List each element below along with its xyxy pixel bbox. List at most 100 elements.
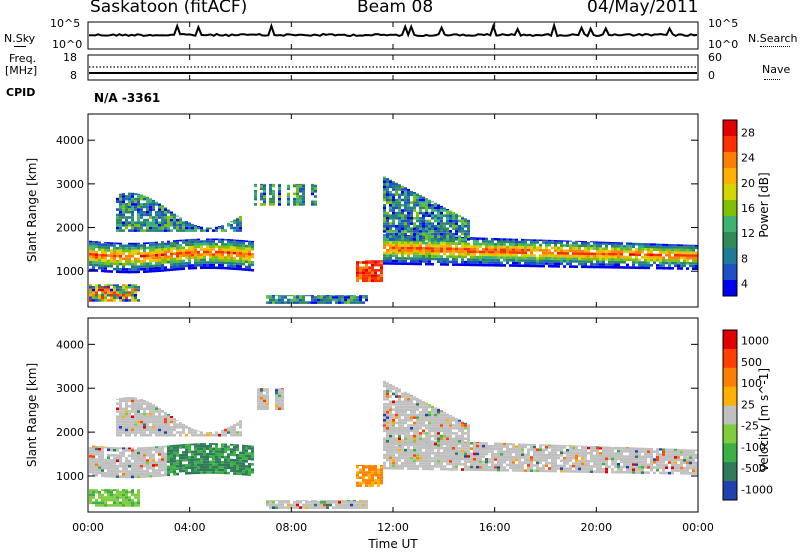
heatmap-cell <box>236 246 239 250</box>
heatmap-cell <box>392 185 395 189</box>
heatmap-cell <box>230 453 233 457</box>
heatmap-cell <box>320 298 323 302</box>
heatmap-cell <box>467 424 470 427</box>
heatmap-cell <box>530 251 533 255</box>
heatmap-cell <box>413 192 416 194</box>
heatmap-cell <box>194 445 197 448</box>
heatmap-cell <box>410 400 413 404</box>
heatmap-cell <box>89 455 92 458</box>
heatmap-cell <box>329 295 332 297</box>
heatmap-cell <box>260 192 263 196</box>
heatmap-cell <box>419 222 422 225</box>
heatmap-cell <box>236 464 239 468</box>
heatmap-cell <box>143 407 146 411</box>
heatmap-cell <box>470 463 473 466</box>
heatmap-cell <box>500 461 503 464</box>
heatmap-cell <box>332 295 335 297</box>
heatmap-cell <box>491 240 494 243</box>
heatmap-cell <box>653 248 656 251</box>
heatmap-cell <box>419 257 422 261</box>
heatmap-cell <box>407 201 410 204</box>
heatmap-cell <box>179 218 182 222</box>
heatmap-cell <box>383 176 386 178</box>
heatmap-cell <box>569 249 572 253</box>
heatmap-cell <box>437 432 440 435</box>
heatmap-cell <box>206 458 209 461</box>
heatmap-cell <box>170 263 173 266</box>
heatmap-cell <box>494 458 497 461</box>
heatmap-cell <box>458 252 461 256</box>
heatmap-cell <box>413 424 416 427</box>
heatmap-cell <box>179 469 182 473</box>
heatmap-cell <box>539 246 542 249</box>
heatmap-cell <box>416 426 419 430</box>
heatmap-cell <box>131 465 134 468</box>
heatmap-cell <box>110 472 113 475</box>
heatmap-cell <box>461 444 464 448</box>
heatmap-cell <box>215 471 218 474</box>
heatmap-cell <box>89 498 92 502</box>
heatmap-cell <box>413 432 416 435</box>
heatmap-cell <box>191 455 194 459</box>
heatmap-cell <box>290 298 293 302</box>
heatmap-cell <box>89 501 92 505</box>
heatmap-cell <box>128 210 131 214</box>
heatmap-cell <box>188 466 191 470</box>
heatmap-cell <box>137 213 140 217</box>
heatmap-cell <box>149 270 152 273</box>
heatmap-cell <box>92 293 95 297</box>
heatmap-cell <box>89 468 92 471</box>
heatmap-cell <box>164 463 167 466</box>
heatmap-cell <box>383 190 386 194</box>
heatmap-cell <box>215 458 218 461</box>
heatmap-cell <box>266 391 269 395</box>
heatmap-cell <box>404 426 407 430</box>
heatmap-cell <box>563 257 566 260</box>
heatmap-cell <box>449 230 452 233</box>
heatmap-cell <box>407 408 410 411</box>
heatmap-cell <box>422 408 425 411</box>
heatmap-cell <box>557 262 560 265</box>
heatmap-cell <box>341 301 344 304</box>
heatmap-cell <box>176 249 179 253</box>
heatmap-cell <box>437 421 440 425</box>
heatmap-cell <box>170 460 173 463</box>
heatmap-cell <box>473 465 476 469</box>
heatmap-cell <box>155 241 158 244</box>
heatmap-cell <box>485 258 488 262</box>
heatmap-cell <box>206 238 209 241</box>
heatmap-cell <box>443 440 446 443</box>
heatmap-cell <box>464 232 467 236</box>
date-title: 04/May/2011 <box>587 0 699 17</box>
heatmap-cell <box>134 252 137 255</box>
heatmap-cell <box>434 206 437 210</box>
heatmap-cell <box>521 264 524 267</box>
heatmap-cell <box>113 464 116 468</box>
heatmap-cell <box>164 268 167 272</box>
heatmap-cell <box>485 248 488 251</box>
heatmap-cell <box>518 445 521 449</box>
heatmap-cell <box>509 243 512 246</box>
heatmap-cell <box>203 444 206 448</box>
heatmap-cell <box>164 245 167 248</box>
heatmap-cell <box>209 240 212 243</box>
heatmap-cell <box>167 209 170 211</box>
heatmap-cell <box>368 271 371 275</box>
heatmap-cell <box>299 203 302 206</box>
heatmap-cell <box>524 243 527 247</box>
heatmap-cell <box>125 428 128 432</box>
heatmap-cell <box>368 465 371 469</box>
heatmap-cell <box>236 459 239 462</box>
heatmap-cell <box>281 506 284 509</box>
heatmap-cell <box>122 291 125 294</box>
heatmap-cell <box>440 257 443 261</box>
heatmap-cell <box>140 447 143 449</box>
heatmap-cell <box>506 261 509 265</box>
heatmap-cell <box>95 458 98 461</box>
heatmap-cell <box>140 431 143 434</box>
heatmap-cell <box>410 193 413 197</box>
heatmap-cell <box>437 239 440 242</box>
heatmap-cell <box>125 208 128 211</box>
heatmap-cell <box>194 466 197 469</box>
heatmap-cell <box>497 445 500 448</box>
